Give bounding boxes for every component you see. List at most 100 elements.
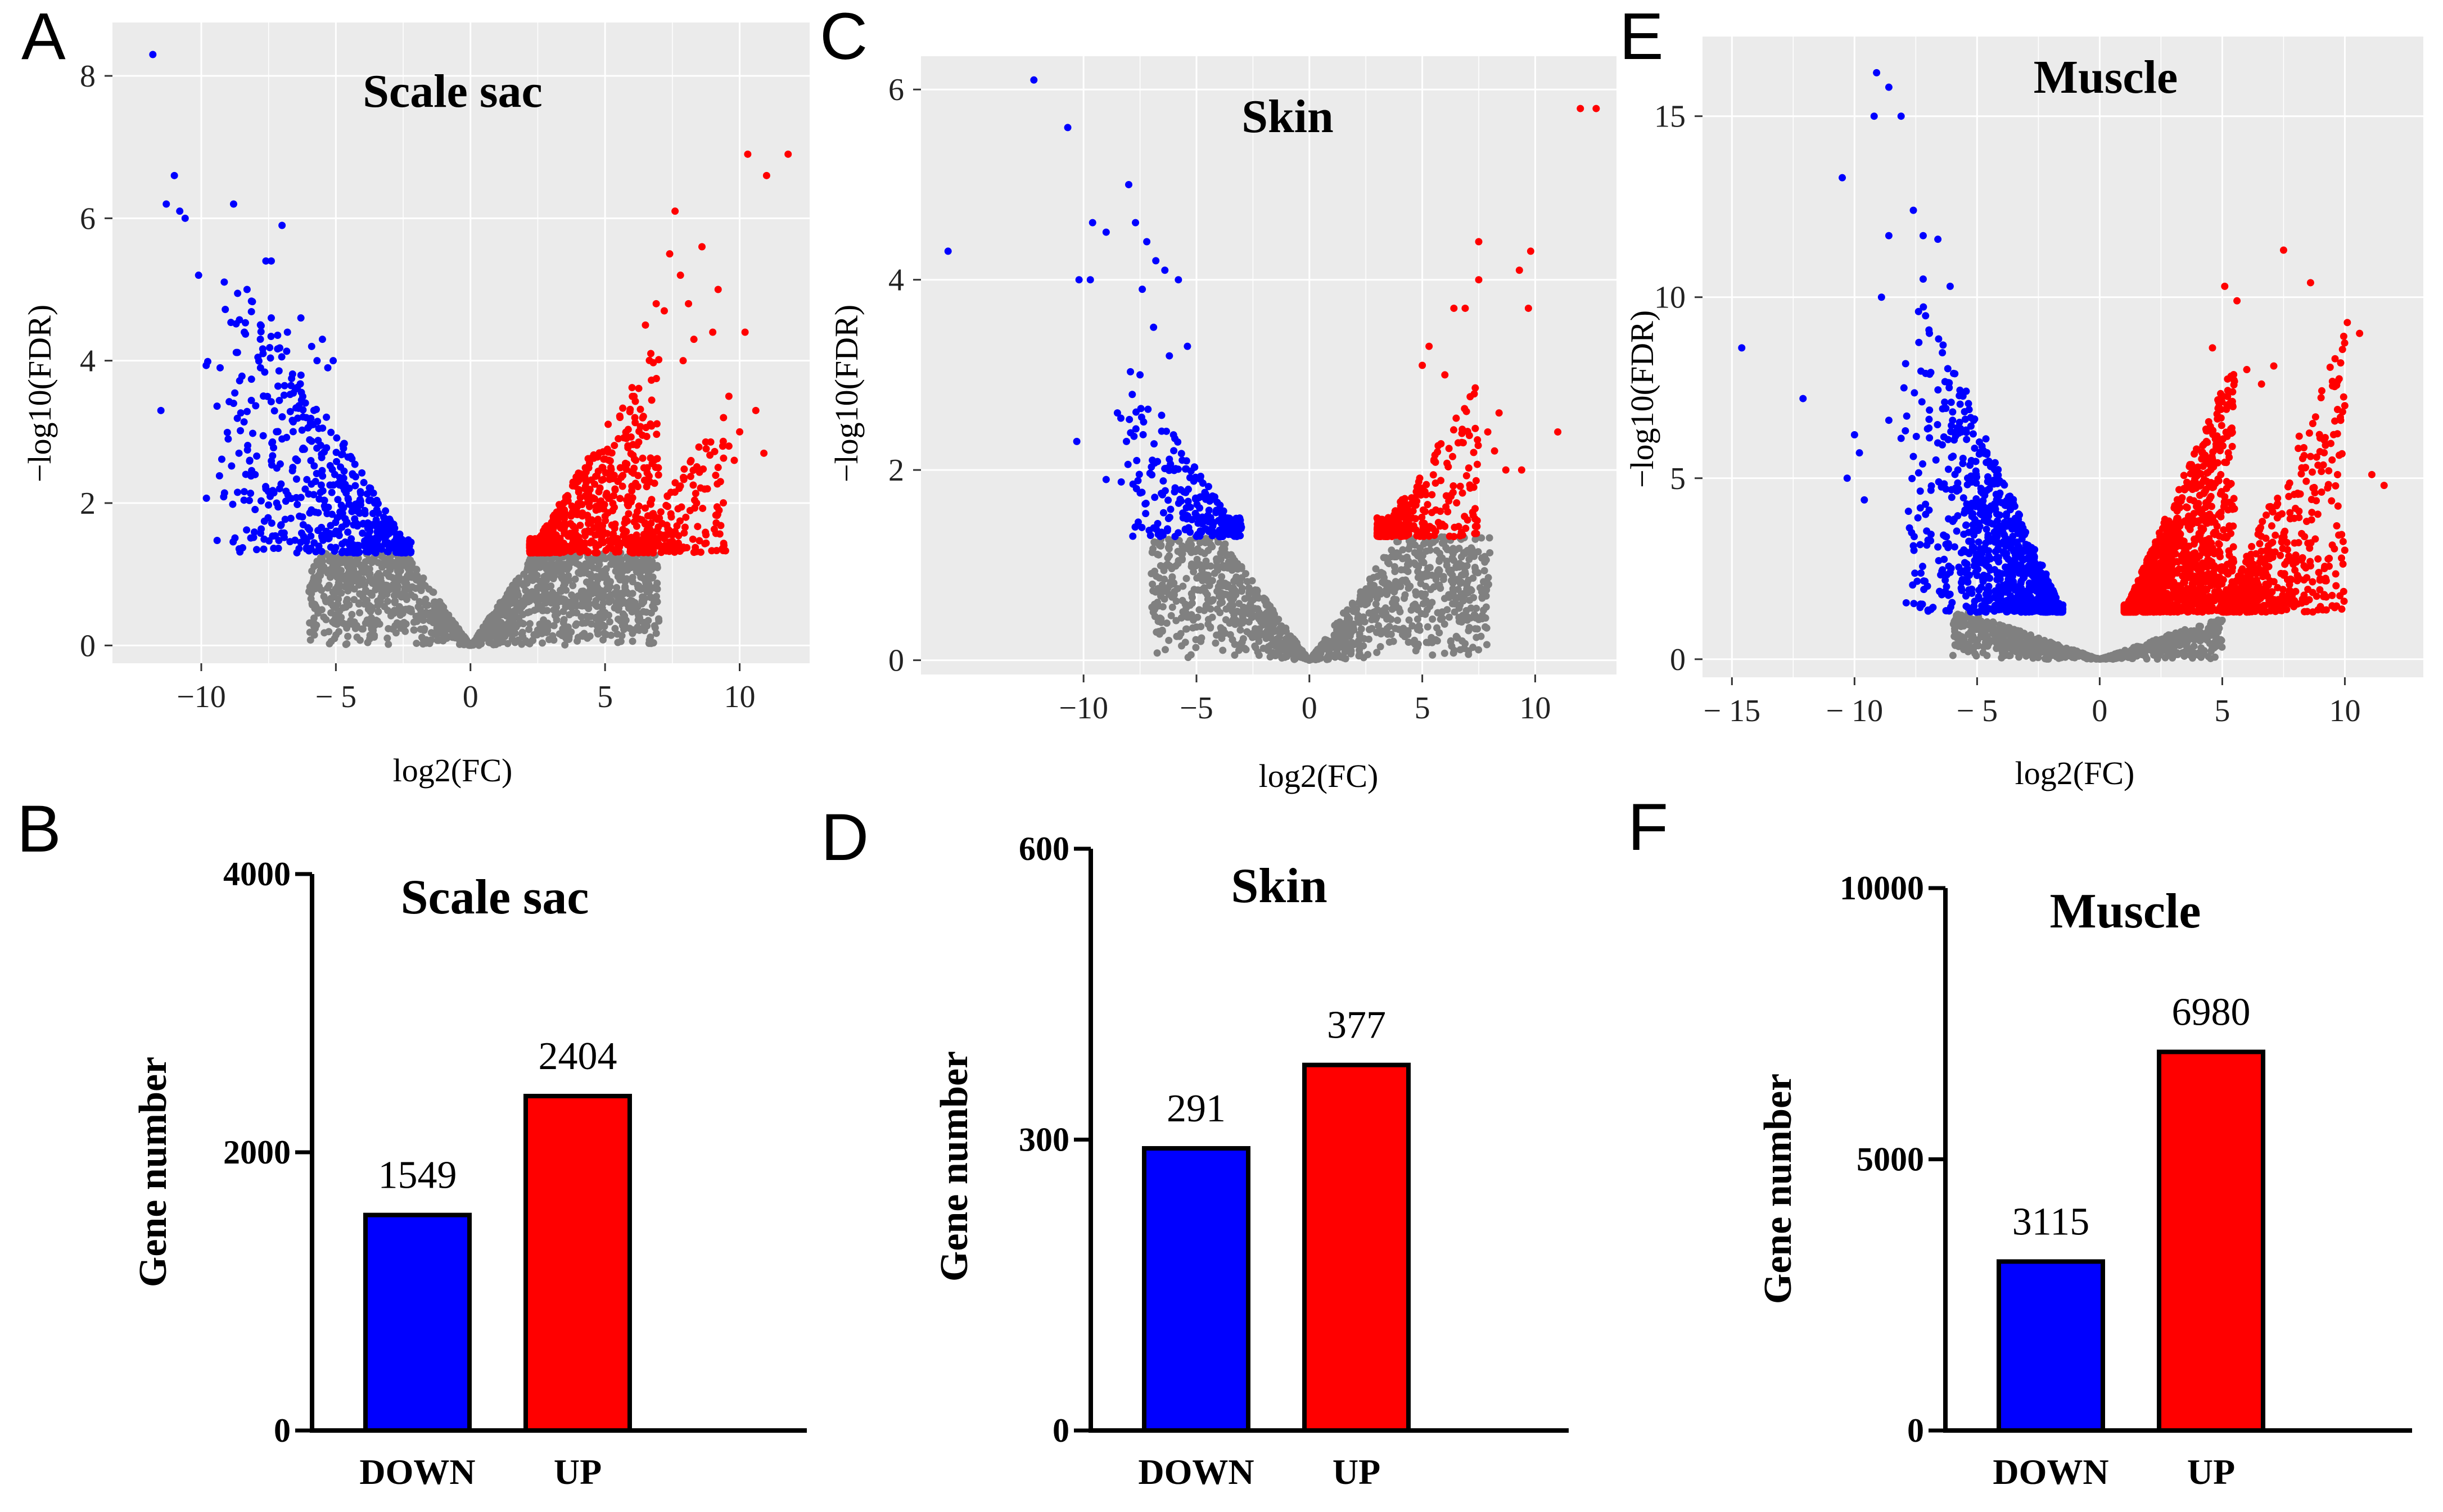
ns-point xyxy=(1483,624,1491,632)
down-point xyxy=(1150,524,1158,532)
down-point xyxy=(274,428,282,436)
ns-point xyxy=(1187,549,1195,556)
up-point xyxy=(652,300,660,307)
down-point xyxy=(332,544,340,551)
down-point xyxy=(1158,411,1166,419)
down-point xyxy=(1132,408,1140,416)
down-point xyxy=(313,444,321,452)
ns-point xyxy=(1417,610,1425,618)
down-point xyxy=(243,446,251,454)
down-point xyxy=(1128,391,1136,399)
ns-point xyxy=(607,560,615,568)
up-point xyxy=(595,541,603,549)
down-point xyxy=(162,200,170,208)
up-point xyxy=(1473,460,1481,468)
ns-point xyxy=(1465,627,1473,635)
ns-point xyxy=(1366,590,1374,597)
down-point xyxy=(241,328,249,336)
up-point xyxy=(1425,342,1433,350)
up-point xyxy=(689,481,697,489)
up-point xyxy=(596,484,604,492)
up-point xyxy=(1470,449,1478,456)
down-point xyxy=(234,289,242,297)
ns-point xyxy=(1153,649,1161,657)
down-point xyxy=(157,406,165,414)
up-point xyxy=(647,420,654,428)
up-point xyxy=(565,530,573,538)
up-point xyxy=(599,464,607,472)
down-point xyxy=(276,485,283,492)
ns-point xyxy=(1168,603,1176,611)
up-point xyxy=(576,522,584,529)
up-point xyxy=(1437,508,1444,515)
up-point xyxy=(696,537,703,545)
down-point xyxy=(213,536,221,544)
ns-point xyxy=(331,611,339,619)
ns-point xyxy=(379,592,387,600)
up-point xyxy=(1403,504,1411,512)
ns-point xyxy=(1261,610,1269,618)
ns-point xyxy=(339,604,347,612)
up-point xyxy=(744,150,752,158)
up-point xyxy=(1471,529,1479,537)
ns-point xyxy=(1469,574,1477,582)
down-point xyxy=(327,428,335,436)
ns-point xyxy=(1179,608,1187,615)
down-point xyxy=(223,428,231,436)
ns-point xyxy=(1432,636,1440,644)
up-point xyxy=(714,480,721,488)
down-point xyxy=(1133,456,1141,464)
ns-point xyxy=(558,574,566,582)
down-point xyxy=(1139,431,1147,438)
down-point xyxy=(302,545,310,553)
up-point xyxy=(581,482,589,490)
down-point xyxy=(224,435,232,443)
ns-point xyxy=(383,634,391,642)
up-point xyxy=(680,476,688,483)
down-point xyxy=(1150,323,1158,331)
down-point xyxy=(1125,180,1132,188)
ns-point xyxy=(1204,620,1212,628)
ns-point xyxy=(648,565,656,573)
down-point xyxy=(1225,519,1233,527)
ns-point xyxy=(1333,626,1340,634)
up-point xyxy=(1461,304,1469,312)
down-point xyxy=(251,506,259,514)
ns-point xyxy=(1448,571,1456,579)
ns-point xyxy=(1182,574,1190,582)
ns-point xyxy=(457,639,465,646)
ns-point xyxy=(595,617,603,625)
ns-point xyxy=(1224,581,1232,588)
up-point xyxy=(1449,488,1457,496)
down-point xyxy=(334,496,342,504)
ns-point xyxy=(413,565,421,573)
ns-point xyxy=(526,620,534,628)
ns-point xyxy=(351,624,359,632)
down-point xyxy=(1132,219,1140,227)
down-point xyxy=(272,532,279,540)
ns-point xyxy=(1222,616,1230,624)
up-point xyxy=(1446,532,1453,540)
ns-point xyxy=(410,626,418,634)
ns-point xyxy=(413,640,421,648)
ns-point xyxy=(1330,651,1338,659)
ns-point xyxy=(386,565,394,573)
down-point xyxy=(311,478,319,486)
up-point xyxy=(619,472,627,479)
ns-point xyxy=(642,581,650,589)
ns-point xyxy=(363,596,371,604)
ns-point xyxy=(362,586,369,594)
up-point xyxy=(631,414,639,422)
up-point xyxy=(591,531,599,539)
down-point xyxy=(367,496,374,504)
up-point xyxy=(687,456,695,464)
ns-point xyxy=(484,635,491,642)
ns-point xyxy=(562,586,570,594)
ns-point xyxy=(1340,654,1348,662)
up-point xyxy=(690,336,698,343)
ns-point xyxy=(1478,594,1486,602)
down-point xyxy=(310,462,318,470)
up-point xyxy=(606,476,613,483)
up-point xyxy=(602,492,610,500)
down-point xyxy=(314,509,322,517)
